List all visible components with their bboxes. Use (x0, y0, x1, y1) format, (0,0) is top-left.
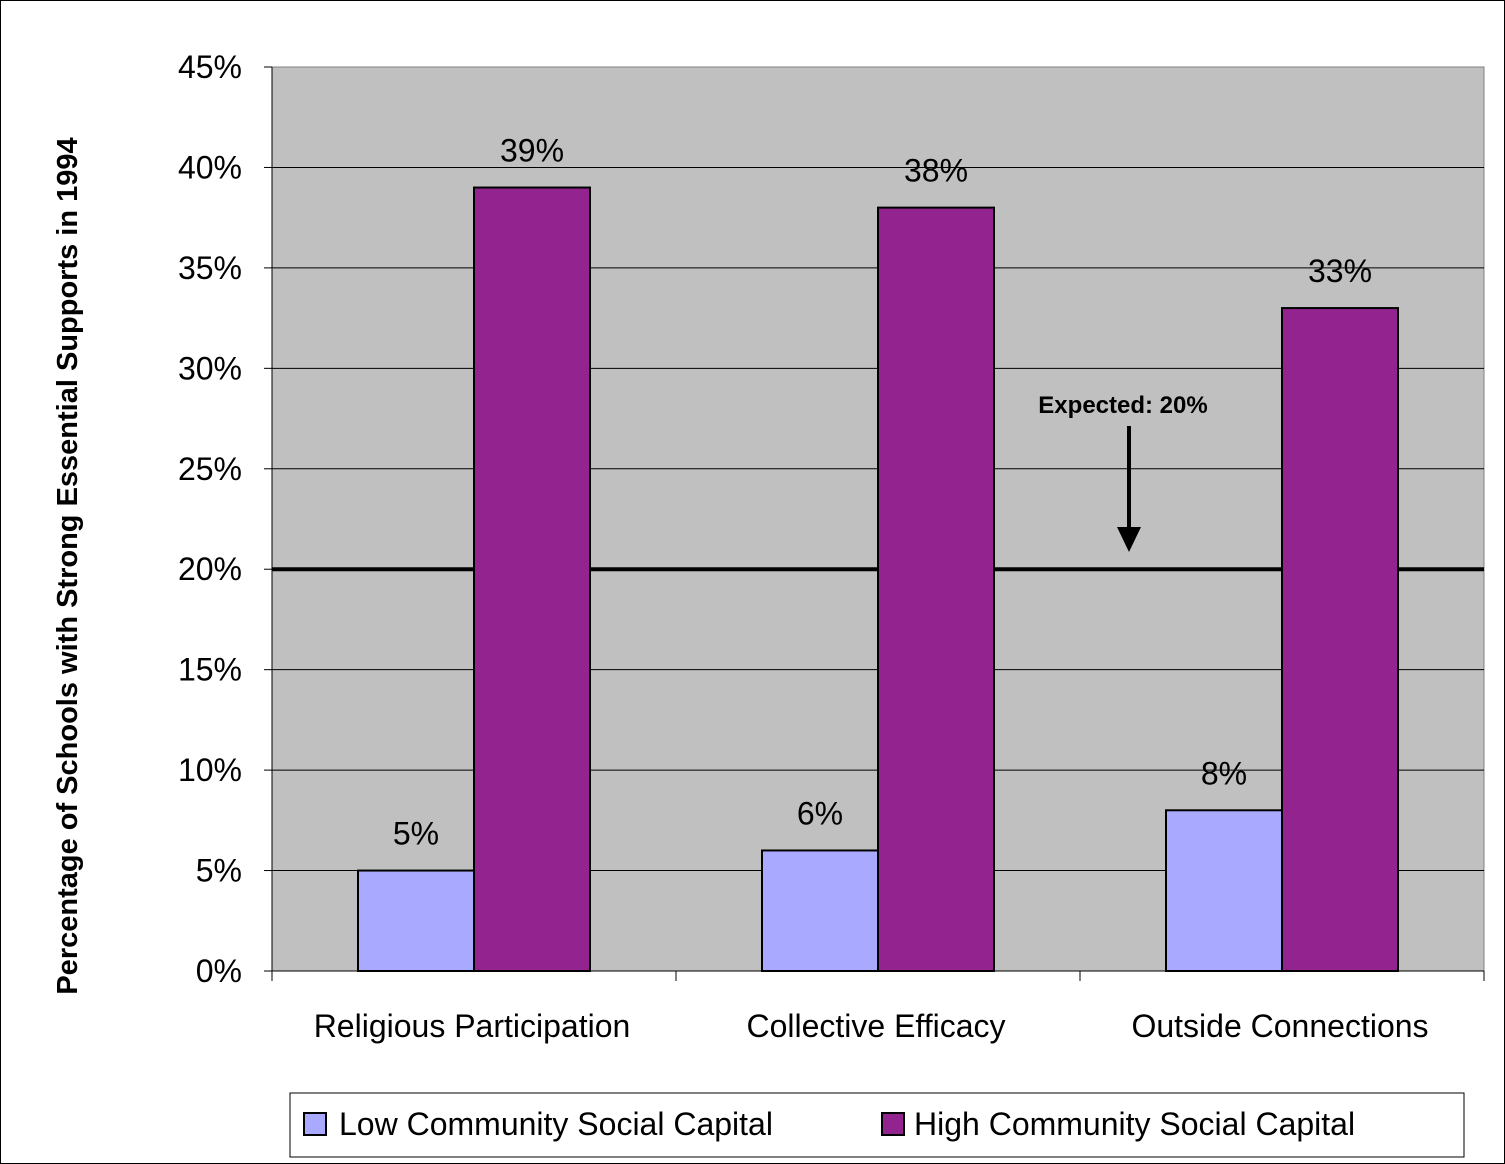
bar-high (1281, 307, 1399, 973)
y-tick-label: 40% (178, 149, 242, 185)
legend-label: Low Community Social Capital (339, 1106, 773, 1142)
bar-low (761, 849, 879, 973)
data-label: 39% (500, 133, 564, 169)
y-tick-label: 5% (196, 853, 242, 889)
y-tick-label: 35% (178, 250, 242, 286)
data-label: 33% (1308, 253, 1372, 289)
y-tick-label: 10% (178, 752, 242, 788)
y-tick-label: 25% (178, 451, 242, 487)
legend-swatch (303, 1112, 327, 1136)
reference-annotation: Expected: 20% (1038, 392, 1207, 419)
y-tick-label: 0% (196, 953, 242, 989)
data-label: 6% (797, 795, 843, 831)
x-tick-label: Collective Efficacy (746, 1008, 1005, 1044)
y-tick-label: 30% (178, 350, 242, 386)
data-label: 5% (393, 816, 439, 852)
x-tick-label: Outside Connections (1131, 1008, 1428, 1044)
legend-box (289, 1092, 1465, 1158)
y-tick-label: 15% (178, 652, 242, 688)
data-label: 8% (1201, 755, 1247, 791)
bar-high (877, 206, 995, 973)
arrow-head (1117, 527, 1141, 552)
y-tick-label: 45% (178, 49, 242, 85)
bar-low (357, 869, 475, 972)
legend-label: High Community Social Capital (914, 1106, 1355, 1142)
legend-swatch (881, 1112, 905, 1136)
data-label: 38% (904, 153, 968, 189)
bar-high (473, 186, 591, 973)
x-tick-label: Religious Participation (314, 1008, 631, 1044)
bar-low (1165, 809, 1283, 972)
y-tick-label: 20% (178, 551, 242, 587)
y-axis-title: Percentage of Schools with Strong Essent… (52, 137, 84, 994)
